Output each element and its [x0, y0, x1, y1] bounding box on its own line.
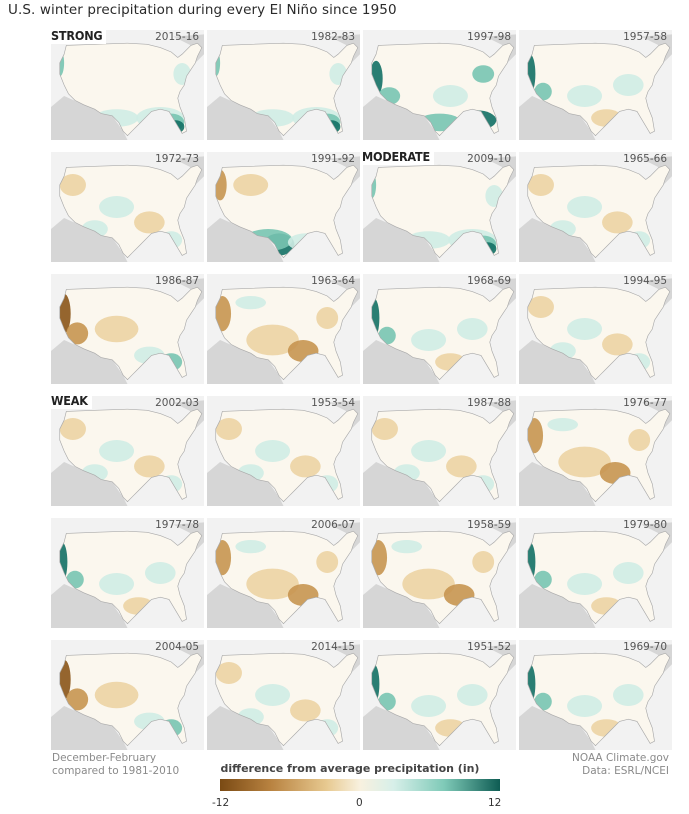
footer-source: NOAA Climate.gov [572, 752, 669, 764]
map-panel-1963-64: 1963-64 [207, 274, 360, 384]
map-panel-1987-88: 1987-88 [363, 396, 516, 506]
season-label: 1994-95 [623, 275, 667, 287]
map-panel-1969-70: 1969-70 [519, 640, 672, 750]
season-label: 1957-58 [623, 31, 667, 43]
season-label: 1986-87 [155, 275, 199, 287]
season-label: 1951-52 [467, 641, 511, 653]
footer-credits: NOAA Climate.gov Data: ESRL/NCEI [572, 752, 669, 778]
season-label: 1968-69 [467, 275, 511, 287]
season-label: 1963-64 [311, 275, 355, 287]
map-panel-1958-59: 1958-59 [363, 518, 516, 628]
season-label: 2004-05 [155, 641, 199, 653]
page-title: U.S. winter precipitation during every E… [8, 2, 397, 18]
map-panel-2009-10: 2009-10 [363, 152, 516, 262]
us-map [363, 152, 516, 262]
us-map [51, 30, 204, 140]
season-label: 1965-66 [623, 153, 667, 165]
map-panel-1979-80: 1979-80 [519, 518, 672, 628]
season-label: 2002-03 [155, 397, 199, 409]
map-panel-2014-15: 2014-15 [207, 640, 360, 750]
map-panel-1982-83: 1982-83 [207, 30, 360, 140]
legend-mid-label: 0 [356, 797, 363, 809]
season-label: 2014-15 [311, 641, 355, 653]
season-label: 1976-77 [623, 397, 667, 409]
season-label: 1977-78 [155, 519, 199, 531]
map-panel-2004-05: 2004-05 [51, 640, 204, 750]
footer-period-note: December-February compared to 1981-2010 [52, 752, 179, 778]
us-map [207, 152, 360, 262]
us-map [51, 152, 204, 262]
map-panel-1991-92: 1991-92 [207, 152, 360, 262]
legend-max-label: 12 [488, 797, 502, 809]
legend-color-ramp [220, 779, 500, 791]
season-label: 1972-73 [155, 153, 199, 165]
us-map [51, 518, 204, 628]
us-map [51, 274, 204, 384]
category-label-strong: STRONG [51, 28, 107, 44]
us-map [363, 274, 516, 384]
us-map [519, 30, 672, 140]
map-panel-1965-66: 1965-66 [519, 152, 672, 262]
us-map [363, 30, 516, 140]
us-map [363, 518, 516, 628]
legend-min-label: -12 [212, 797, 230, 809]
us-map [207, 518, 360, 628]
map-panel-1968-69: 1968-69 [363, 274, 516, 384]
map-panel-2002-03: 2002-03 [51, 396, 204, 506]
map-panel-1976-77: 1976-77 [519, 396, 672, 506]
season-label: 1953-54 [311, 397, 355, 409]
season-label: 1969-70 [623, 641, 667, 653]
season-label: 1997-98 [467, 31, 511, 43]
category-label-moderate: MODERATE [362, 149, 434, 165]
season-label: 2006-07 [311, 519, 355, 531]
season-label: 1987-88 [467, 397, 511, 409]
us-map [519, 152, 672, 262]
season-label: 2015-16 [155, 31, 199, 43]
season-label: 1991-92 [311, 153, 355, 165]
us-map [363, 640, 516, 750]
map-panel-1986-87: 1986-87 [51, 274, 204, 384]
map-panel-1997-98: 1997-98 [363, 30, 516, 140]
us-map [207, 274, 360, 384]
map-panel-1994-95: 1994-95 [519, 274, 672, 384]
category-label-weak: WEAK [51, 393, 92, 409]
us-map [207, 640, 360, 750]
us-map [51, 396, 204, 506]
season-label: 2009-10 [467, 153, 511, 165]
legend-title: difference from average precipitation (i… [220, 762, 480, 775]
us-map [207, 396, 360, 506]
us-map [51, 640, 204, 750]
us-map [519, 640, 672, 750]
us-map [519, 396, 672, 506]
us-map [363, 396, 516, 506]
footer-data-credit: Data: ESRL/NCEI [582, 765, 669, 777]
map-panel-1951-52: 1951-52 [363, 640, 516, 750]
us-map [207, 30, 360, 140]
season-label: 1958-59 [467, 519, 511, 531]
season-label: 1982-83 [311, 31, 355, 43]
footer-period: December-February [52, 752, 157, 764]
season-label: 1979-80 [623, 519, 667, 531]
footer-baseline: compared to 1981-2010 [52, 765, 180, 777]
map-panel-1953-54: 1953-54 [207, 396, 360, 506]
map-panel-1957-58: 1957-58 [519, 30, 672, 140]
map-panel-1977-78: 1977-78 [51, 518, 204, 628]
us-map [519, 518, 672, 628]
us-map [519, 274, 672, 384]
map-panel-1972-73: 1972-73 [51, 152, 204, 262]
map-panel-2006-07: 2006-07 [207, 518, 360, 628]
map-panel-2015-16: 2015-16 [51, 30, 204, 140]
